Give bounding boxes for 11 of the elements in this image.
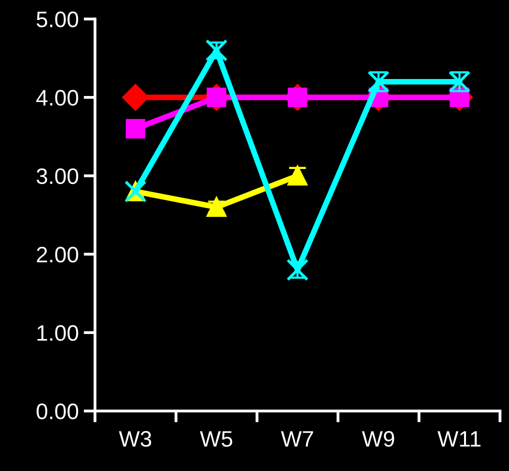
y-tick-label: 4.00 — [36, 90, 78, 106]
y-tick-label: 5.00 — [36, 12, 78, 28]
y-tick-label: 2.00 — [36, 246, 78, 262]
x-tick-label: W11 — [438, 431, 480, 447]
y-tick-label: 0.00 — [36, 404, 78, 420]
x-tick-label: W3 — [118, 431, 152, 447]
y-tick-label: 3.00 — [36, 168, 78, 184]
x-tick-label: W7 — [280, 431, 314, 447]
x-tick-label: W9 — [362, 431, 394, 447]
x-tick-label: W5 — [200, 431, 232, 447]
y-tick-label: 1.00 — [37, 325, 78, 341]
